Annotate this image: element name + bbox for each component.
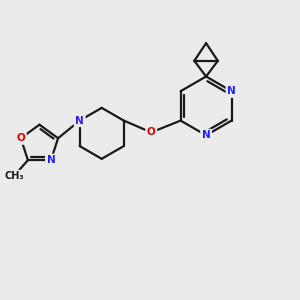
Text: N: N [46,155,55,165]
Text: O: O [147,128,156,137]
Text: O: O [16,133,25,143]
Text: N: N [202,130,211,140]
Text: N: N [75,116,84,126]
Text: CH₃: CH₃ [4,171,24,181]
Text: N: N [227,86,236,96]
